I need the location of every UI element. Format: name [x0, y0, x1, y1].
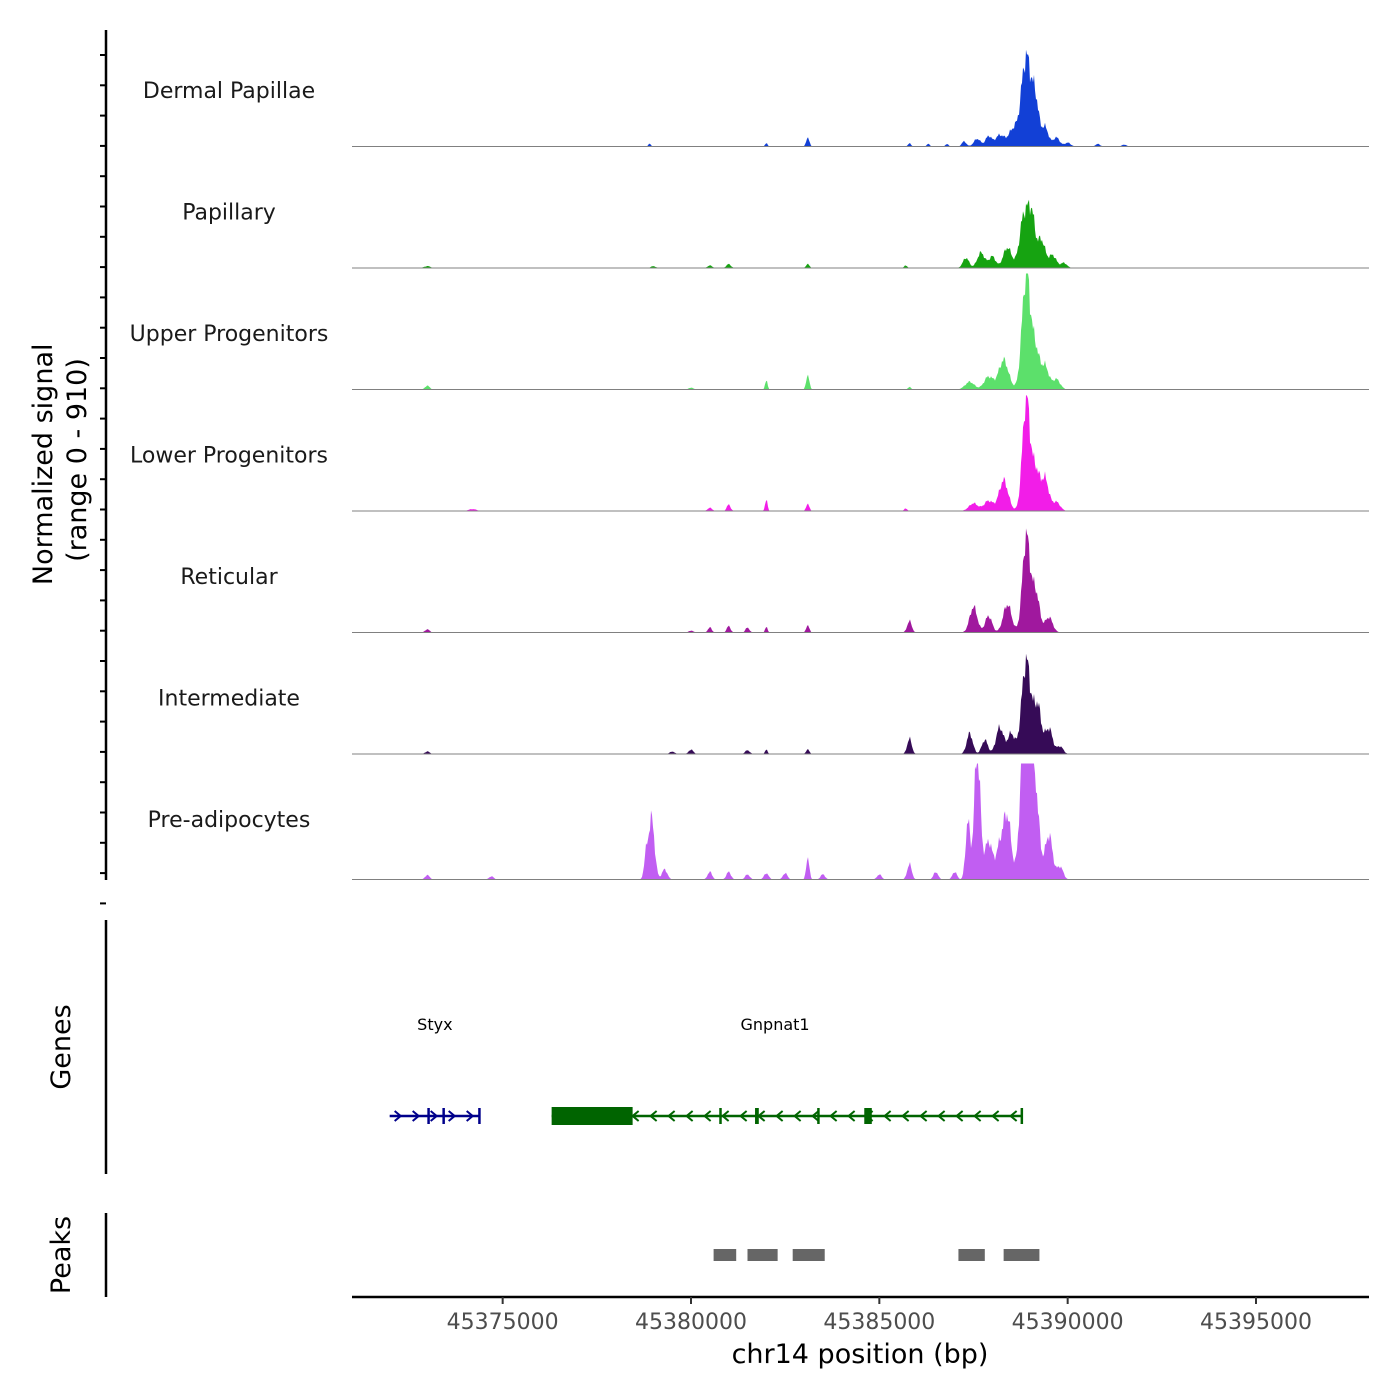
exon: [755, 1108, 759, 1124]
coverage-track: Reticular: [180, 528, 1369, 633]
x-tick-label: 45375000: [447, 1310, 559, 1335]
y-axis-title: Normalized signal (range 0 - 910): [28, 335, 93, 585]
track-label: Dermal Papillae: [143, 79, 315, 104]
gene-label: Gnpnat1: [741, 1015, 810, 1034]
exon: [427, 1108, 430, 1124]
exon: [864, 1108, 872, 1124]
coverage-track: Dermal Papillae: [143, 49, 1369, 147]
coverage-track: Papillary: [182, 199, 1369, 269]
strand-arrow: [466, 1110, 475, 1122]
peak-region: [1003, 1249, 1040, 1261]
strand-arrow: [394, 1110, 403, 1122]
exon: [551, 1107, 633, 1125]
coverage-area: [352, 763, 1369, 880]
strand-arrow: [448, 1110, 457, 1122]
track-label: Pre-adipocytes: [148, 808, 311, 833]
track-label: Reticular: [180, 565, 278, 590]
strand-arrow: [829, 1110, 838, 1122]
coverage-track: Upper Progenitors: [130, 273, 1369, 390]
coverage-track: Pre-adipocytes: [148, 763, 1369, 880]
x-tick-label: 45380000: [635, 1310, 747, 1335]
strand-arrow: [631, 1110, 640, 1122]
strand-arrow: [703, 1110, 712, 1122]
strand-arrow: [667, 1110, 676, 1122]
coverage-area: [352, 49, 1369, 147]
track-label: Lower Progenitors: [130, 444, 328, 469]
strand-arrow: [649, 1110, 658, 1122]
strand-arrow: [721, 1110, 730, 1122]
strand-arrow: [955, 1110, 964, 1122]
coverage-track: Intermediate: [158, 653, 1369, 755]
track-label: Intermediate: [158, 687, 300, 712]
coverage-y-axis: [100, 30, 108, 905]
peak-region: [713, 1249, 737, 1261]
strand-arrow: [793, 1110, 802, 1122]
coverage-tracks: Dermal Papillae Papillary Upper Progenitor…: [130, 49, 1369, 880]
strand-arrow: [901, 1110, 910, 1122]
track-label: Upper Progenitors: [130, 322, 329, 347]
exon: [442, 1108, 445, 1124]
strand-arrow: [775, 1110, 784, 1122]
coverage-track: Lower Progenitors: [130, 395, 1369, 512]
peak-region: [747, 1249, 778, 1261]
strand-arrow: [937, 1110, 946, 1122]
x-tick-label: 45395000: [1200, 1310, 1312, 1335]
strand-arrow: [991, 1110, 1000, 1122]
strand-arrow: [1009, 1110, 1018, 1122]
coverage-area: [352, 273, 1369, 390]
x-tick-label: 45385000: [823, 1310, 935, 1335]
strand-arrow: [919, 1110, 928, 1122]
strand-arrow: [973, 1110, 982, 1122]
strand-arrow: [811, 1110, 820, 1122]
exon: [719, 1108, 722, 1124]
genes-track: Styx Gnpnat1: [389, 1015, 1024, 1125]
strand-arrow: [883, 1110, 892, 1122]
y-axis-title-line-2: (range 0 - 910): [62, 358, 93, 562]
coverage-area: [352, 395, 1369, 511]
exon: [1020, 1108, 1024, 1124]
exon: [817, 1108, 820, 1124]
peak-region: [792, 1249, 825, 1261]
coverage-area: [352, 528, 1369, 633]
peak-region: [958, 1249, 985, 1261]
x-axis-ticks: 45375000 45380000 45385000 45390000 45395000: [447, 1297, 1312, 1335]
x-tick-label: 45390000: [1012, 1310, 1124, 1335]
track-label: Papillary: [182, 201, 276, 226]
gene-model: Styx: [389, 1015, 481, 1124]
gene-model: Gnpnat1: [551, 1015, 1024, 1125]
genes-track-title: Genes: [46, 1004, 77, 1089]
exon: [478, 1108, 481, 1124]
strand-arrow: [685, 1110, 694, 1122]
peaks-track: [713, 1249, 1040, 1261]
strand-arrow: [412, 1110, 421, 1122]
peaks-track-title: Peaks: [46, 1216, 77, 1294]
strand-arrow: [847, 1110, 856, 1122]
strand-arrow: [430, 1110, 439, 1122]
coverage-area: [352, 199, 1369, 268]
gene-label: Styx: [417, 1015, 452, 1034]
coverage-area: [352, 653, 1369, 754]
x-axis-title: chr14 position (bp): [732, 1339, 989, 1370]
y-axis-title-line-1: Normalized signal: [28, 344, 59, 586]
strand-arrow: [739, 1110, 748, 1122]
